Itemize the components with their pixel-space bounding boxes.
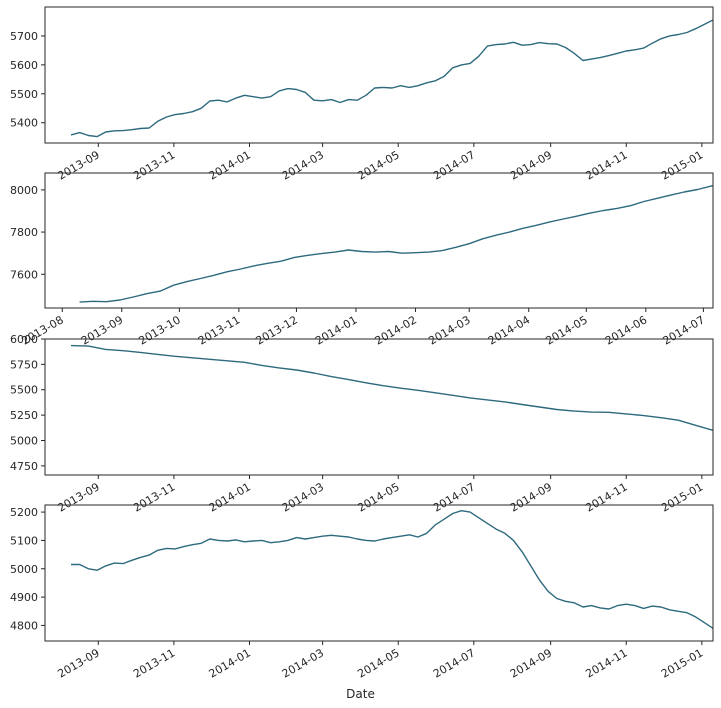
y-tick-label: 4900 — [10, 591, 38, 604]
y-tick-label: 5400 — [10, 117, 38, 130]
y-tick-label: 6000 — [10, 333, 38, 346]
chart-panel-1: 5400 5500 5600 5700 2013-09 2013-11 2014-01 201… — [10, 6, 714, 183]
series-line-2-1 — [79, 184, 713, 303]
x-tick-label: 2013-11 — [131, 480, 177, 514]
y-tick-label: 5750 — [10, 358, 38, 371]
x-tick-label: 2014-09 — [508, 148, 554, 182]
x-tick-label: 2014-05 — [355, 148, 401, 182]
axes-frame — [44, 6, 714, 144]
y-tick-label: 8000 — [10, 184, 38, 197]
x-tick-label: 2014-05 — [355, 646, 401, 680]
x-tick-label: 2014-07 — [431, 480, 477, 514]
x-tick-label: 2013-11 — [196, 313, 242, 347]
x-tick-label: 2013-09 — [79, 313, 125, 347]
x-tick-label: 2014-02 — [373, 313, 419, 347]
x-tick-label: 2014-05 — [544, 313, 590, 347]
x-tick-label: 2014-01 — [313, 313, 359, 347]
x-tick-label: 2014-11 — [583, 148, 629, 182]
x-tick-label: 2014-03 — [280, 480, 326, 514]
x-tick-label: 2014-09 — [508, 646, 554, 680]
x-tick-label: 2014-03 — [280, 646, 326, 680]
axes-frame — [44, 504, 714, 642]
chart-panel-4: 4800 4900 5000 5100 5200 2013-09 2013-11 2014-0… — [10, 504, 714, 681]
x-tick-label: 2014-01 — [207, 646, 253, 680]
x-tick-label: 2014-06 — [603, 313, 649, 347]
x-tick-label: 2013-12 — [254, 313, 300, 347]
x-tick-label: 2014-01 — [207, 480, 253, 514]
chart-panel-3: 4750 5000 5250 5500 5750 6000 2013-09 2013-11 20… — [10, 333, 714, 515]
x-tick-label: 2014-03 — [426, 313, 472, 347]
x-axis-label: Date — [346, 687, 375, 701]
y-tick-label: 5500 — [10, 384, 38, 397]
x-tick-label: 2014-04 — [486, 313, 532, 347]
x-tick-label: 2014-01 — [207, 148, 253, 182]
x-tick-label: 2013-11 — [131, 148, 177, 182]
y-tick-label: 4750 — [10, 460, 38, 473]
x-tick-label: 2013-11 — [131, 646, 177, 680]
x-tick-label: 2013-09 — [55, 480, 101, 514]
y-tick-label: 7800 — [10, 226, 38, 239]
series-line-4-1 — [71, 510, 713, 630]
y-tick-label: 5600 — [10, 59, 38, 72]
x-tick-label: 2014-11 — [583, 480, 629, 514]
x-tick-label: 2014-05 — [355, 480, 401, 514]
y-tick-label: 5700 — [10, 30, 38, 43]
series-line-3-1 — [70, 344, 713, 432]
y-tick-label: 5000 — [10, 434, 38, 447]
y-tick-label: 5000 — [10, 563, 38, 576]
series-line-1-1 — [70, 19, 713, 138]
x-tick-label: 2015-01 — [659, 148, 705, 182]
x-tick-label: 2014-07 — [431, 148, 477, 182]
x-tick-label: 2014-07 — [661, 313, 707, 347]
x-tick-label: 2014-07 — [431, 646, 477, 680]
x-tick-label: 2014-11 — [583, 646, 629, 680]
x-tick-label: 2013-09 — [55, 646, 101, 680]
x-tick-label: 2015-01 — [659, 480, 705, 514]
y-tick-label: 4800 — [10, 619, 38, 632]
y-tick-label: 5500 — [10, 88, 38, 101]
y-tick-label: 5200 — [10, 506, 38, 519]
x-tick-label: 2014-03 — [280, 148, 326, 182]
y-tick-label: 5100 — [10, 534, 38, 547]
x-tick-label: 2015-01 — [659, 646, 705, 680]
axes-frame — [44, 338, 714, 476]
y-tick-label: 5250 — [10, 409, 38, 422]
x-tick-label: 2014-09 — [508, 480, 554, 514]
x-tick-label: 2013-10 — [137, 313, 183, 347]
axes-frame — [44, 172, 714, 309]
x-tick-label: 2013-09 — [55, 148, 101, 182]
y-tick-label: 7600 — [10, 268, 38, 281]
